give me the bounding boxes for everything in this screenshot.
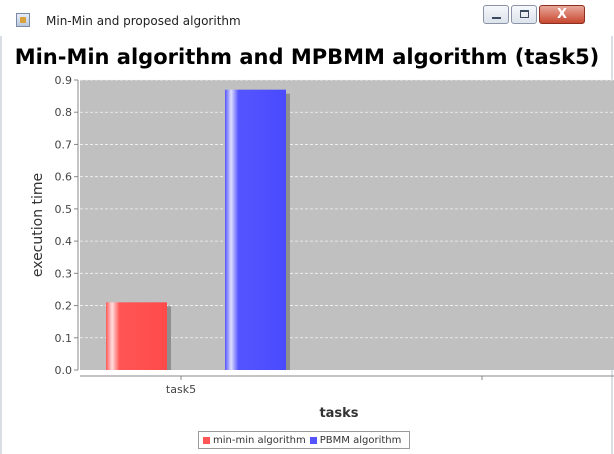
close-button[interactable]: X [539,5,585,24]
y-tick-label: 0.2 [55,300,73,313]
maximize-button[interactable] [511,5,537,24]
legend-item-pbmm: PBMM algorithm [309,434,402,446]
y-tick-label: 0.3 [55,267,73,280]
legend-swatch-pbmm [309,436,317,444]
minimize-button[interactable] [483,5,509,24]
legend-label-pbmm: PBMM algorithm [319,434,402,446]
maximize-icon [520,10,529,18]
legend-item-min-min: min-min algorithm [203,435,306,446]
window-frame-left [0,36,2,454]
window-title: Min-Min and proposed algorithm [46,14,241,28]
y-tick-label: 0.8 [55,106,73,119]
y-tick-label: 0.5 [55,203,73,216]
bar-pbmm-task5[interactable] [225,89,286,371]
minimize-icon [492,17,501,19]
y-tick-label: 0.6 [55,171,73,184]
x-axis-title: tasks [319,406,358,421]
java-cup-icon[interactable] [16,13,30,27]
y-tick-label: 0.1 [55,332,73,345]
legend-label-min-min: min-min algorithm [213,434,306,446]
y-tick-label: 0.7 [55,138,73,151]
window-titlebar: Min-Min and proposed algorithm X [0,0,614,36]
y-tick-label: 0.0 [55,364,73,377]
y-tick-label: 0.4 [55,235,73,248]
legend-swatch-min-min [203,436,210,444]
chart-legend: min-min algorithm PBMM algorithm [198,431,411,449]
bar-min-min-task5[interactable] [106,302,167,370]
x-tick-label: task5 [166,383,196,396]
y-axis-title: execution time [30,173,46,277]
chart-title: Min-Min algorithm and MPBMM algorithm (t… [14,45,600,69]
y-tick-label: 0.9 [55,74,73,87]
close-icon: X [556,7,568,22]
